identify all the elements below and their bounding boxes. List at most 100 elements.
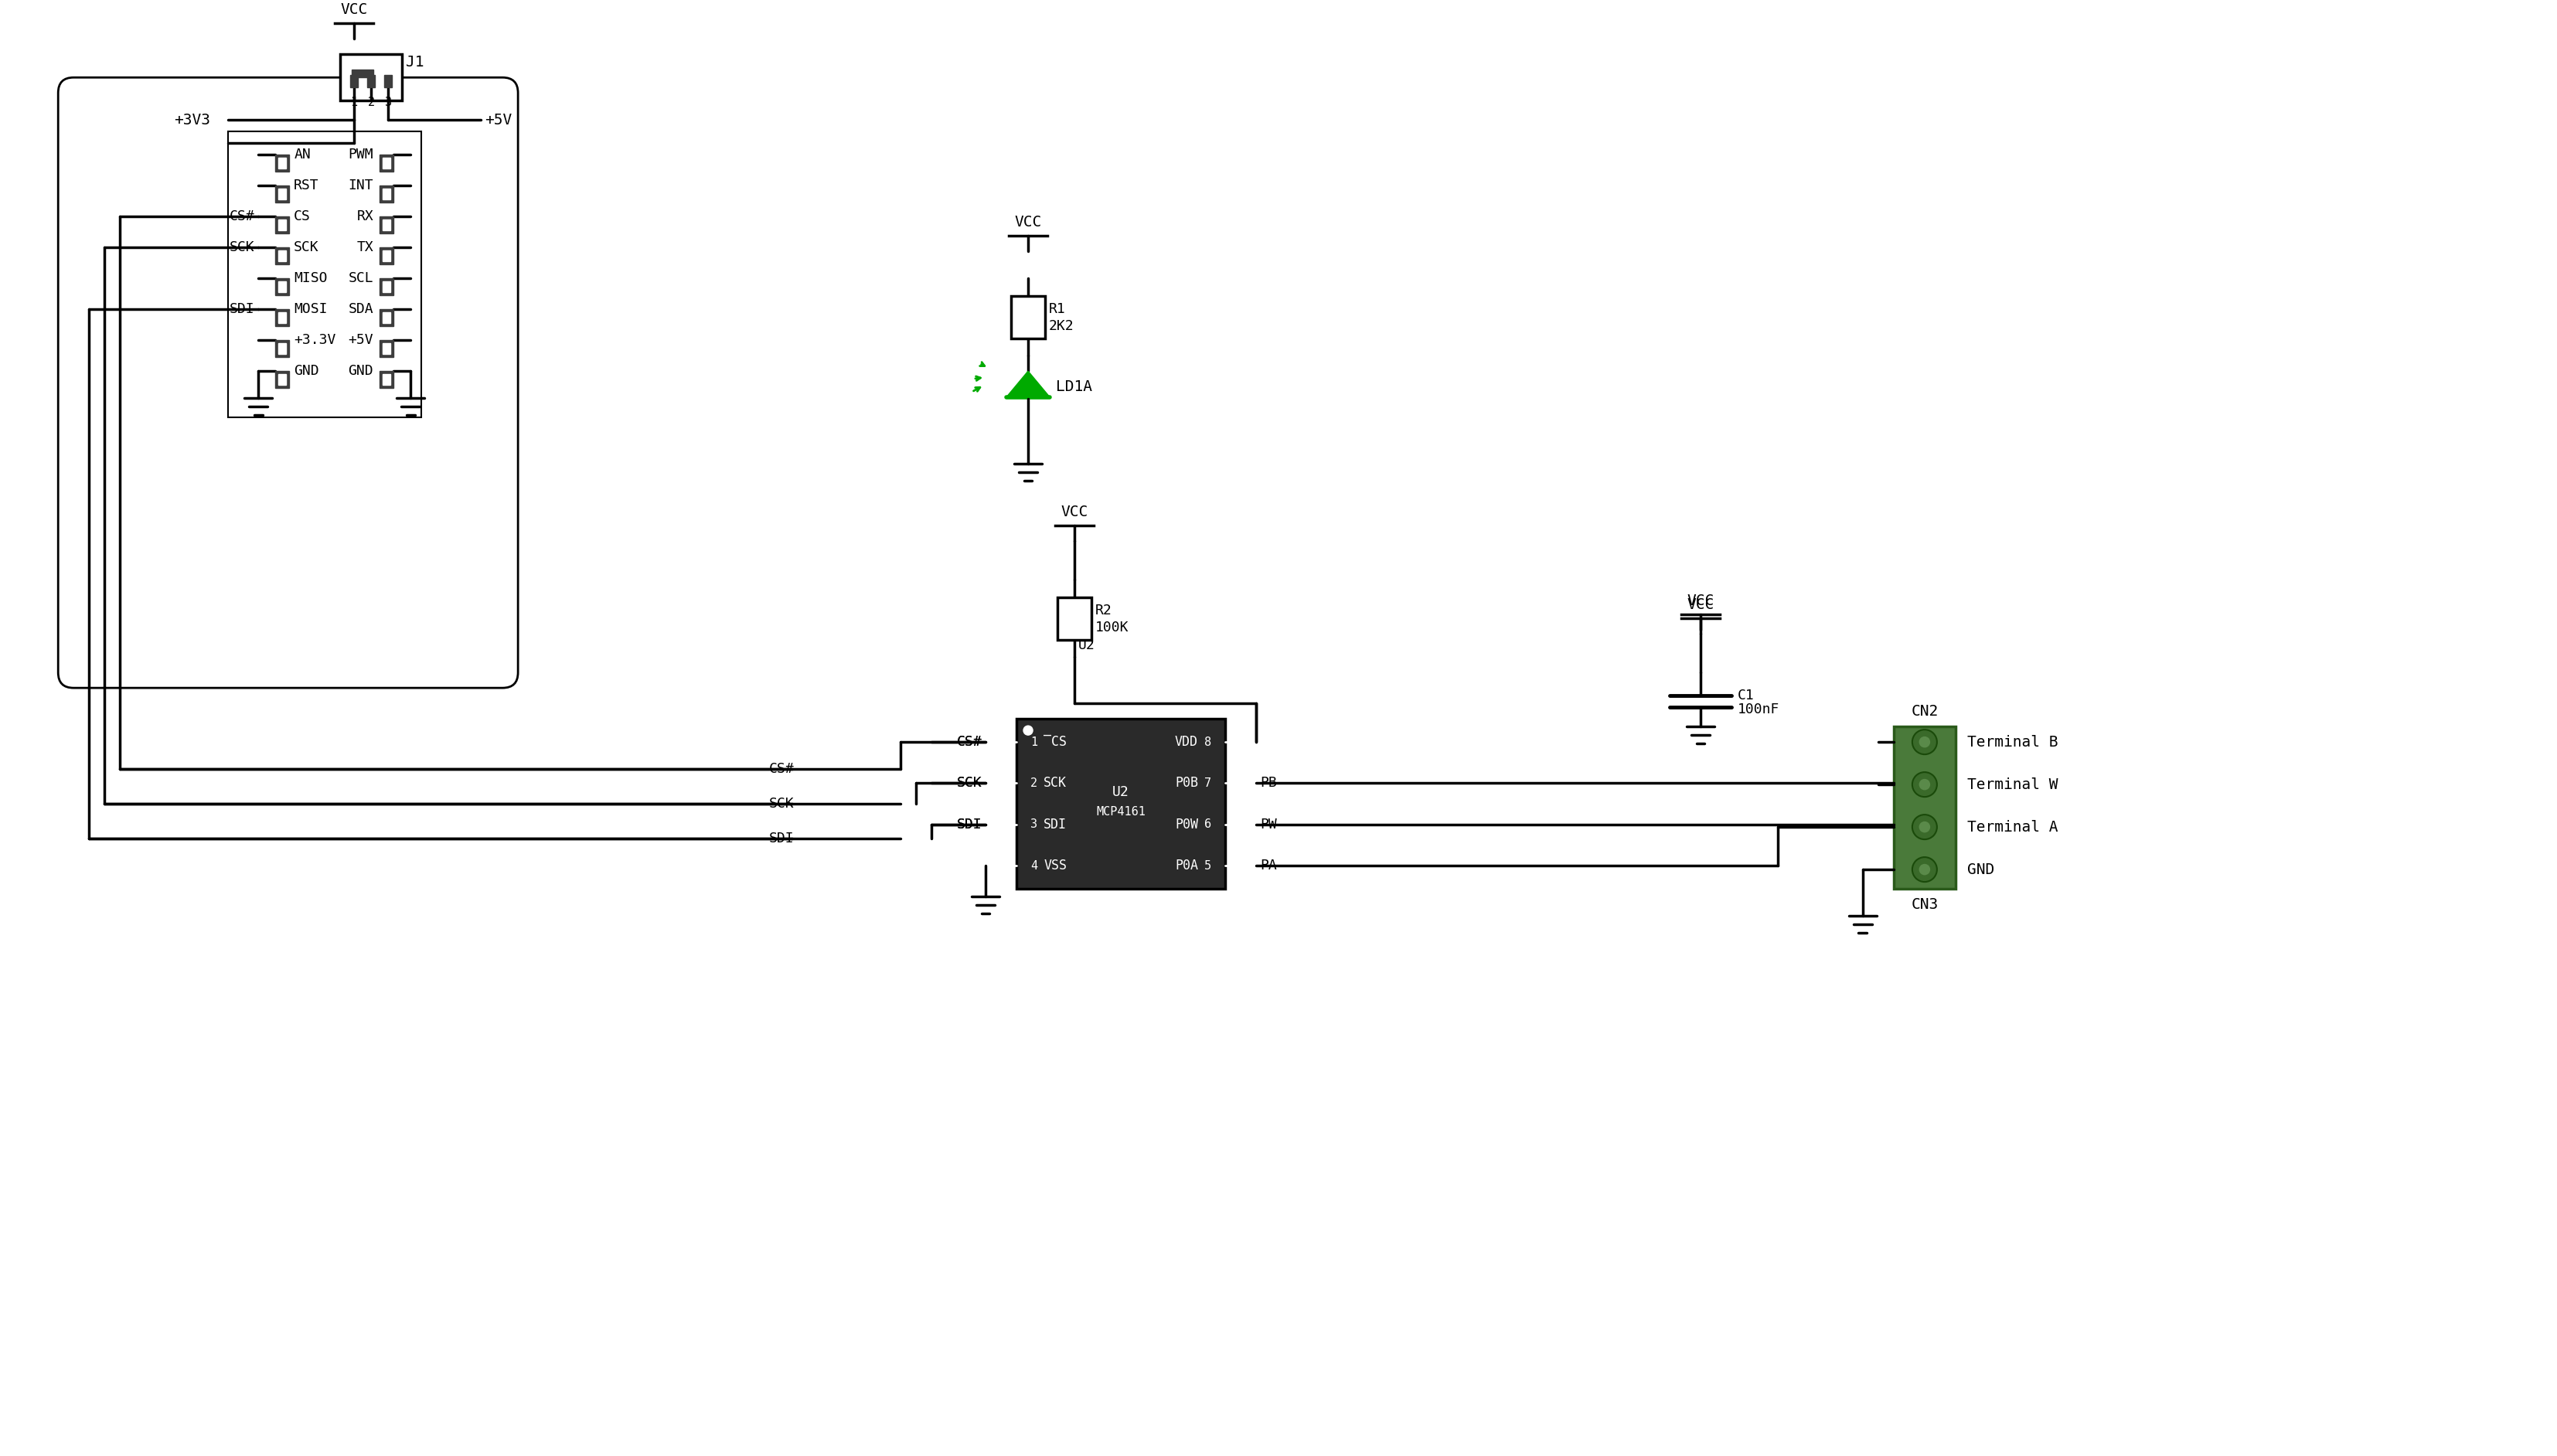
Bar xyxy=(279,250,286,262)
Text: CS#: CS# xyxy=(956,735,982,748)
Text: 1: 1 xyxy=(1030,737,1038,748)
Text: VCC: VCC xyxy=(1015,214,1041,229)
Bar xyxy=(350,76,358,87)
Text: SCK: SCK xyxy=(230,240,256,255)
Text: VDD: VDD xyxy=(1174,735,1199,748)
Text: SCK: SCK xyxy=(956,776,982,791)
Bar xyxy=(228,131,422,418)
Bar xyxy=(276,248,289,265)
Bar xyxy=(378,341,394,357)
Text: SDI: SDI xyxy=(956,817,982,831)
Bar xyxy=(276,217,289,233)
Circle shape xyxy=(1918,821,1931,833)
Text: PA: PA xyxy=(1261,859,1276,872)
Text: GND: GND xyxy=(348,364,373,379)
Bar xyxy=(276,309,289,326)
Text: 2: 2 xyxy=(1030,778,1038,789)
Text: VCC: VCC xyxy=(1688,597,1713,612)
Text: VCC: VCC xyxy=(1061,504,1089,520)
Text: +3V3: +3V3 xyxy=(174,112,210,127)
Bar xyxy=(384,344,391,354)
Circle shape xyxy=(1913,815,1938,839)
Bar xyxy=(384,313,391,323)
Bar xyxy=(279,374,286,384)
Text: ̅CS: ̅CS xyxy=(1043,735,1066,748)
Text: CS: CS xyxy=(294,210,312,224)
Text: Terminal W: Terminal W xyxy=(1966,778,2058,792)
Text: LD1A: LD1A xyxy=(1056,379,1092,395)
Bar xyxy=(276,341,289,357)
Bar xyxy=(340,54,401,100)
Bar xyxy=(279,344,286,354)
Text: R1: R1 xyxy=(1048,303,1066,316)
Text: CS#: CS# xyxy=(230,210,256,224)
Text: +5V: +5V xyxy=(486,112,511,127)
Bar xyxy=(384,374,391,384)
Text: PW: PW xyxy=(1261,817,1276,831)
Text: 6: 6 xyxy=(1204,818,1212,830)
Bar xyxy=(1059,597,1092,639)
Text: TX: TX xyxy=(355,240,373,255)
Circle shape xyxy=(1023,725,1033,735)
Text: 5: 5 xyxy=(1204,860,1212,872)
Bar xyxy=(384,157,391,169)
Text: SDI: SDI xyxy=(956,817,982,831)
Bar xyxy=(276,154,289,172)
Text: Terminal A: Terminal A xyxy=(1966,820,2058,834)
Bar xyxy=(384,281,391,293)
Bar xyxy=(353,70,373,77)
Text: SCK: SCK xyxy=(294,240,320,255)
Bar xyxy=(1010,296,1046,338)
Bar xyxy=(378,371,394,389)
Text: P0B: P0B xyxy=(1174,776,1199,791)
Bar xyxy=(378,248,394,265)
Text: 4: 4 xyxy=(1030,860,1038,872)
Text: U2: U2 xyxy=(1079,639,1094,652)
Bar xyxy=(279,220,286,230)
Text: VCC: VCC xyxy=(340,1,368,17)
Text: P0W: P0W xyxy=(1174,817,1199,831)
Text: 2: 2 xyxy=(368,96,376,108)
Bar xyxy=(378,154,394,172)
Text: SDI: SDI xyxy=(230,303,256,316)
Text: INT: INT xyxy=(348,179,373,192)
Text: 100K: 100K xyxy=(1094,620,1130,635)
Bar xyxy=(279,157,286,169)
Text: +5V: +5V xyxy=(348,333,373,347)
Text: CS#: CS# xyxy=(770,761,793,776)
Text: R2: R2 xyxy=(1094,604,1112,617)
Text: 2K2: 2K2 xyxy=(1048,319,1074,333)
Text: +3.3V: +3.3V xyxy=(294,333,335,347)
Text: VSS: VSS xyxy=(1043,859,1066,872)
Bar xyxy=(378,278,394,296)
Text: U2: U2 xyxy=(1112,785,1130,799)
Bar xyxy=(276,186,289,202)
Text: CN3: CN3 xyxy=(1910,897,1938,911)
Text: 3: 3 xyxy=(384,96,391,108)
Text: RST: RST xyxy=(294,179,320,192)
Bar xyxy=(368,76,376,87)
Text: 3: 3 xyxy=(1030,818,1038,830)
Text: 7: 7 xyxy=(1204,778,1212,789)
Bar xyxy=(1895,727,1956,888)
Bar xyxy=(1018,719,1225,888)
Bar xyxy=(279,281,286,293)
Text: PB: PB xyxy=(1261,776,1276,791)
Text: SDA: SDA xyxy=(348,303,373,316)
Text: P0A: P0A xyxy=(1174,859,1199,872)
Text: MISO: MISO xyxy=(294,271,327,285)
Circle shape xyxy=(1913,729,1938,754)
Text: GND: GND xyxy=(1966,862,1994,877)
Text: Terminal B: Terminal B xyxy=(1966,735,2058,750)
Text: C1: C1 xyxy=(1739,689,1754,703)
Text: SDI: SDI xyxy=(1043,817,1066,831)
Text: GND: GND xyxy=(294,364,320,379)
Text: RX: RX xyxy=(355,210,373,224)
Text: VCC: VCC xyxy=(1688,593,1713,609)
Text: MOSI: MOSI xyxy=(294,303,327,316)
Circle shape xyxy=(1913,858,1938,882)
Polygon shape xyxy=(1007,371,1051,397)
Bar xyxy=(384,76,391,87)
Text: SDI: SDI xyxy=(770,831,793,846)
Bar xyxy=(276,278,289,296)
